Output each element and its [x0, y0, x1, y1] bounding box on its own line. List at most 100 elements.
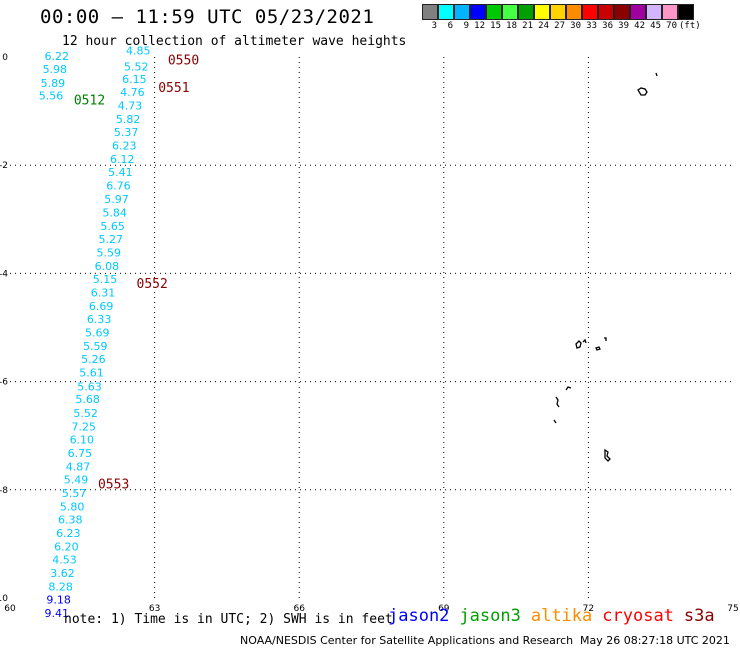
wave-height-value: 9.18 — [46, 593, 71, 606]
longitude-label: 60 — [4, 604, 16, 614]
satellite-name: altika — [530, 606, 593, 626]
wave-height-value: 5.98 — [43, 63, 68, 76]
wave-height-value: 8.28 — [48, 580, 73, 593]
wave-height-value: 4.87 — [66, 460, 91, 473]
legend-ticks: 3 6 9 12 15 18 21 24 27 30 33 36 39 42 45 70 (ft) — [422, 21, 702, 31]
wave-height-value: 5.26 — [81, 353, 106, 366]
legend-tick-label: 70 — [666, 21, 677, 31]
pass-time-label: 0551 — [158, 81, 189, 96]
wave-height-value: 5.69 — [85, 327, 110, 340]
wave-height-value: 5.57 — [62, 487, 87, 500]
island-outline — [575, 340, 582, 349]
legend-tick-label: 12 — [474, 21, 485, 31]
latitude-label: -4 — [0, 269, 8, 279]
credit-text: NOAA/NESDIS Center for Satellite Applica… — [240, 634, 574, 647]
wave-height-value: 6.38 — [58, 513, 83, 526]
wave-height-value: 5.56 — [39, 90, 64, 103]
wave-height-value: 6.75 — [68, 447, 93, 460]
wave-height-value: 6.08 — [95, 260, 120, 273]
wave-height-value: 5.15 — [93, 273, 118, 286]
legend-tick-label: 18 — [506, 21, 517, 31]
page-subtitle: 12 hour collection of altimeter wave hei… — [62, 34, 407, 49]
latitude-label: -6 — [0, 378, 8, 388]
latitude-label: 0 — [2, 53, 8, 63]
pass-time-label: 0552 — [137, 277, 168, 292]
satellite-name: jason2 — [388, 606, 450, 626]
satellite-name: s3a — [683, 606, 715, 626]
color-legend: 3 6 9 12 15 18 21 24 27 30 33 36 39 42 45 70 (ft) — [422, 4, 702, 31]
legend-tick-label: 42 — [634, 21, 645, 31]
wave-height-value: 6.23 — [56, 527, 81, 540]
island-outline — [565, 386, 572, 391]
wave-height-value: 5.27 — [98, 233, 123, 246]
legend-tick-label: 30 — [570, 21, 581, 31]
legend-swatch — [518, 4, 534, 20]
wave-height-value: 5.84 — [102, 207, 127, 220]
wave-height-value: 5.52 — [124, 61, 149, 74]
latitude-label: -10 — [0, 594, 8, 604]
wave-height-value: 4.73 — [118, 99, 143, 112]
wave-height-value: 5.89 — [41, 77, 66, 90]
legend-tick-label: 3 — [431, 21, 437, 31]
wave-height-value: 6.20 — [54, 540, 79, 553]
wave-height-value: 6.23 — [112, 140, 137, 153]
wave-height-value: 5.61 — [79, 367, 104, 380]
legend-swatch — [502, 4, 518, 20]
wave-height-value: 5.80 — [60, 500, 85, 513]
legend-swatch — [454, 4, 470, 20]
latitude-label: -8 — [0, 486, 8, 496]
legend-tick-label: 15 — [490, 21, 501, 31]
legend-swatch — [630, 4, 646, 20]
wave-height-value: 3.62 — [50, 567, 75, 580]
longitude-label: 63 — [149, 604, 160, 614]
legend-swatch — [598, 4, 614, 20]
legend-tick-label: 27 — [554, 21, 565, 31]
longitude-label: 69 — [438, 604, 450, 614]
island-outline — [604, 448, 611, 462]
wave-height-value: 7.25 — [71, 420, 96, 433]
legend-swatch — [614, 4, 630, 20]
longitude-label: 75 — [727, 604, 738, 614]
legend-tick-label: 24 — [538, 21, 549, 31]
wave-height-value: 6.15 — [122, 73, 147, 86]
legend-tick-label: 9 — [463, 21, 469, 31]
legend-swatches — [422, 4, 702, 20]
wave-height-value: 5.52 — [73, 407, 98, 420]
legend-swatch — [582, 4, 598, 20]
wave-height-value: 5.59 — [83, 340, 108, 353]
wave-height-value: 6.33 — [87, 313, 112, 326]
legend-tick-label: 21 — [522, 21, 533, 31]
latitude-label: -2 — [0, 161, 8, 171]
longitude-label: 66 — [293, 604, 305, 614]
legend-swatch — [566, 4, 582, 20]
legend-swatch — [678, 4, 694, 20]
legend-tick-label: 45 — [650, 21, 661, 31]
island-outline — [637, 87, 648, 96]
longitude-label: 72 — [583, 604, 594, 614]
wave-height-value: 5.49 — [64, 473, 89, 486]
satellite-name: cryosat — [602, 606, 674, 626]
legend-swatch — [646, 4, 662, 20]
legend-swatch — [422, 4, 438, 20]
pass-time-label: 0550 — [168, 54, 199, 69]
island-outline — [604, 337, 607, 341]
legend-unit: (ft) — [679, 21, 701, 31]
wave-height-value: 6.10 — [70, 433, 95, 446]
wave-height-value: 5.65 — [100, 220, 125, 233]
wave-height-value: 6.76 — [106, 180, 131, 193]
pass-time-label: 0512 — [74, 94, 105, 109]
footnote: note: 1) Time is in UTC; 2) SWH is in fe… — [64, 612, 393, 627]
satellite-name: jason3 — [459, 606, 521, 626]
wave-height-value: 4.85 — [126, 44, 151, 57]
legend-tick-label: 33 — [586, 21, 597, 31]
island-outline — [655, 72, 658, 77]
legend-swatch — [534, 4, 550, 20]
island-outline — [582, 338, 587, 344]
wave-height-value: 6.22 — [45, 50, 70, 63]
legend-swatch — [550, 4, 566, 20]
timestamp-text: May 26 08:27:18 UTC 2021 — [580, 634, 730, 647]
legend-swatch — [662, 4, 678, 20]
pass-time-label: 0553 — [98, 477, 129, 492]
wave-height-value: 4.53 — [52, 553, 77, 566]
wave-height-value: 5.82 — [116, 113, 141, 126]
